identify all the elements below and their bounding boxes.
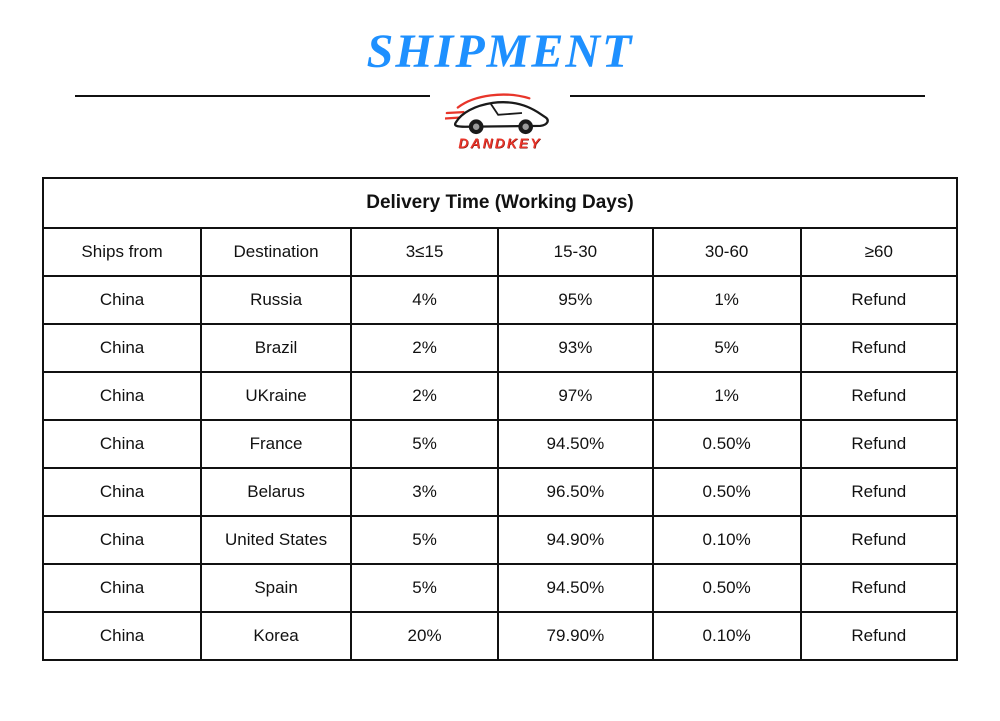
table-cell: 96.50% [497,467,654,517]
table-cell: Refund [799,371,959,421]
table-cell: 94.50% [497,563,654,613]
table-cell: Refund [799,563,959,613]
table-cell: Refund [799,323,959,373]
column-header: ≥60 [799,227,959,277]
table-cell: 0.10% [651,515,802,565]
table-cell: China [41,563,203,613]
shipment-page: SHIPMENT DANDKEY [0,24,1000,721]
car-icon [445,93,549,135]
table-cell: 0.50% [651,419,802,469]
brand-name: DANDKEY [458,135,542,151]
table-cell: 94.50% [497,419,654,469]
table-row: China Belarus 3% 96.50% 0.50% Refund [41,467,959,517]
table-cell: Russia [200,275,352,325]
table-cell: China [41,515,203,565]
table-cell: 5% [349,419,500,469]
table-row: China Korea 20% 79.90% 0.10% Refund [41,611,959,661]
table-cell: China [41,419,203,469]
table-cell: 2% [349,323,500,373]
table-cell: 94.90% [497,515,654,565]
table-row: China Russia 4% 95% 1% Refund [41,275,959,325]
table-caption-row: Delivery Time (Working Days) [42,177,958,229]
table-cell: 5% [349,515,500,565]
table-cell: United States [200,515,352,565]
table-cell: Refund [799,467,959,517]
table-cell: Brazil [200,323,352,373]
table-cell: 20% [349,611,500,661]
table-cell: Belarus [200,467,352,517]
delivery-time-table: Delivery Time (Working Days) Ships from D… [41,177,959,661]
table-cell: 0.50% [651,467,802,517]
table-cell: Refund [799,515,959,565]
table-cell: Refund [799,611,959,661]
table-cell: 0.10% [651,611,802,661]
table-cell: Refund [799,275,959,325]
table-cell: China [41,467,203,517]
column-header: Destination [200,227,352,277]
table-cell: China [41,371,203,421]
column-header: 30-60 [651,227,802,277]
table-caption: Delivery Time (Working Days) [42,177,958,229]
table-row: China United States 5% 94.90% 0.10% Refund [41,515,959,565]
table-cell: 3% [349,467,500,517]
table-cell: China [41,611,203,661]
table-cell: Korea [200,611,352,661]
page-title: SHIPMENT [366,25,634,78]
table-cell: 97% [497,371,654,421]
column-header: 15-30 [497,227,654,277]
column-header: Ships from [41,227,203,277]
table-cell: China [41,275,203,325]
table-header-row: Ships from Destination 3≤15 15-30 30-60 ≥60 [41,227,959,277]
table-cell: France [200,419,352,469]
table-cell: Spain [200,563,352,613]
table-cell: 4% [349,275,500,325]
table-cell: 5% [349,563,500,613]
table-cell: 5% [651,323,802,373]
table-cell: UKraine [200,371,352,421]
table-cell: 0.50% [651,563,802,613]
table-cell: 79.90% [497,611,654,661]
table-cell: 1% [651,371,802,421]
table-cell: 95% [497,275,654,325]
table-body: China Russia 4% 95% 1% Refund China Brazil 2% 93%… [41,275,959,661]
table-row: China Brazil 2% 93% 5% Refund [41,323,959,373]
table-cell: 93% [497,323,654,373]
table-row: China UKraine 2% 97% 1% Refund [41,371,959,421]
table-row: China Spain 5% 94.50% 0.50% Refund [41,563,959,613]
table-cell: Refund [799,419,959,469]
table-cell: China [41,323,203,373]
table-row: China France 5% 94.50% 0.50% Refund [41,419,959,469]
column-header: 3≤15 [349,227,500,277]
table-cell: 2% [349,371,500,421]
brand-logo: DANDKEY [430,87,570,151]
table-cell: 1% [651,275,802,325]
